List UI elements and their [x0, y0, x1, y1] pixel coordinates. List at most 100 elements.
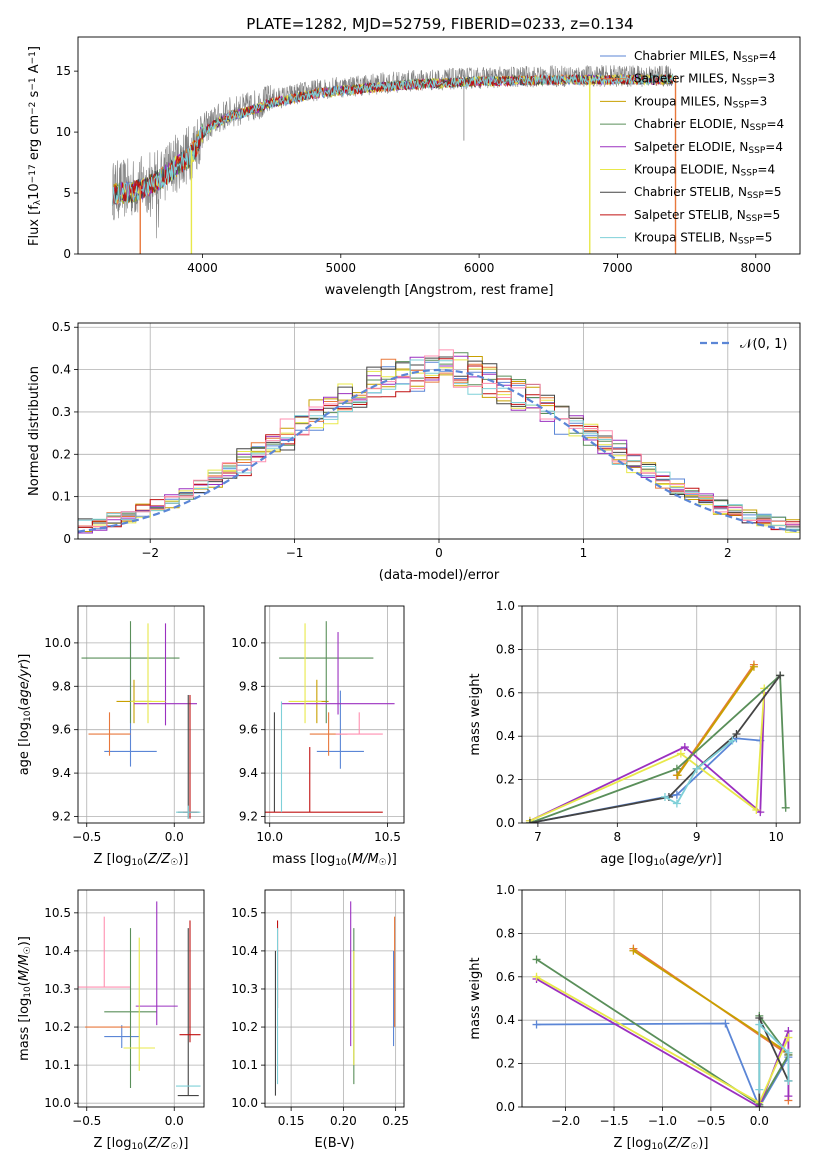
axes-frame	[521, 605, 801, 824]
tick-label-y: 10.0	[231, 1096, 258, 1110]
tick-label-x: −0.5	[696, 1114, 725, 1128]
tick-label-y: 0.2	[496, 1057, 515, 1071]
tick-label-y: 0.0	[496, 816, 515, 830]
legend-entry: 𝒩(0, 1)	[740, 337, 787, 352]
age-vs-mass-panel: 10.0 10.5 9.2 9.4 9.6 9.8 10.0 mass [log10(M/M☉…	[231, 605, 405, 868]
tick-label-y: 0.3	[52, 405, 71, 419]
tick-label-y: 10.1	[44, 1058, 71, 1072]
mass-vs-extinction-panel: 0.15 0.20 0.25 10.0 10.1 10.2 10.3 10.4 10.5 E(B-…	[231, 889, 409, 1151]
tick-label-x: 0	[435, 546, 443, 560]
weight-marker	[781, 803, 790, 812]
figure-title: PLATE=1282, MJD=52759, FIBERID=0233, z=0…	[246, 15, 633, 33]
tick-label-x: 0.0	[165, 830, 184, 844]
tick-label-y: 10	[56, 125, 71, 139]
weight-marker	[672, 790, 681, 799]
axes-frame	[77, 36, 801, 255]
tick-label-y: 9.8	[239, 679, 258, 693]
tick-label-y: 0	[63, 247, 71, 261]
weight-marker	[532, 1020, 541, 1029]
legend-entry: Chabrier MILES, NSSP=4	[634, 49, 776, 65]
y-axis-label: Normed distribution	[27, 366, 42, 496]
tick-label-x: −1	[286, 546, 304, 560]
mass-weight-vs-age-panel: 7 8 9 10 0.0 0.2 0.4 0.6 0.8 1.0 age [log10(age/yr…	[468, 599, 801, 868]
mass-vs-metallicity-panel: −0.5 0.0 10.0 10.1 10.2 10.3 10.4 10.5 Z [log10(…	[17, 889, 205, 1152]
tick-label-y: 0.1	[52, 490, 71, 504]
tick-label-x: 0.25	[382, 1114, 409, 1128]
x-axis-label: (data-model)/error	[379, 568, 500, 583]
tick-label-y: 0.0	[496, 1100, 515, 1114]
tick-label-y: 0.6	[496, 686, 515, 700]
tick-label-x: 10	[769, 830, 784, 844]
tick-label-y: 10.5	[44, 906, 71, 920]
tick-label-y: 9.8	[52, 679, 71, 693]
weight-marker	[660, 792, 669, 801]
legend-entry: Kroupa ELODIE, NSSP=4	[634, 163, 775, 179]
weight-marker	[784, 1092, 793, 1101]
tick-label-x: −0.5	[72, 830, 101, 844]
tick-label-y: 0.4	[52, 363, 71, 377]
tick-label-y: 1.0	[496, 599, 515, 613]
tick-label-y: 9.6	[52, 723, 71, 737]
weight-series	[529, 688, 766, 822]
weight-marker	[673, 771, 682, 780]
legend-entry: Chabrier ELODIE, NSSP=4	[634, 117, 784, 133]
weight-marker	[755, 1085, 764, 1094]
legend-entry: Kroupa STELIB, NSSP=5	[634, 231, 772, 247]
y-axis-label: mass weight	[468, 957, 483, 1039]
tick-label-y: 5	[63, 186, 71, 200]
errorbars	[81, 621, 201, 819]
errorbars	[274, 901, 396, 1096]
tick-label-y: 9.4	[52, 766, 71, 780]
model-spectrum	[112, 73, 674, 206]
weight-marker	[692, 764, 701, 773]
mass-weight-vs-metallicity-panel: −2.0 −1.5 −1.0 −0.5 0.0 0.0 0.2 0.4 0.6 0.8 1.0 Z […	[468, 883, 801, 1152]
axes-frame	[77, 605, 205, 824]
spectrum-panel: 4000 5000 6000 7000 8000 0 5 10 15 wavelength [An…	[27, 36, 801, 298]
weight-marker	[784, 1048, 793, 1057]
tick-label-x: 10.0	[256, 830, 283, 844]
tick-label-x: 0.15	[278, 1114, 305, 1128]
weight-marker	[776, 671, 785, 680]
x-axis-label: age [log10(age/yr)]	[600, 852, 722, 868]
weight-series	[536, 958, 790, 1107]
tick-label-x: −1.5	[599, 1114, 628, 1128]
tick-label-x: 9	[693, 830, 701, 844]
tick-label-x: 0.20	[330, 1114, 357, 1128]
tick-label-x: 0.0	[165, 1114, 184, 1128]
weight-series	[664, 739, 734, 805]
tick-label-y: 10.1	[231, 1058, 258, 1072]
legend-entry: Chabrier STELIB, NSSP=5	[634, 185, 782, 201]
y-axis-label: mass [log10(M/M☉)]	[17, 936, 33, 1061]
weight-marker	[784, 1076, 793, 1085]
tick-label-y: 10.3	[231, 982, 258, 996]
tick-label-y: 15	[56, 64, 71, 78]
tick-label-y: 10.2	[231, 1020, 258, 1034]
x-axis-label: mass [log10(M/M☉)]	[272, 852, 397, 868]
x-axis-label: Z [log10(Z/Z☉)]	[614, 1136, 709, 1152]
tick-label-y: 10.0	[231, 636, 258, 650]
spectrum-traces	[112, 64, 677, 254]
weight-marker	[755, 1020, 764, 1029]
weight-marker	[721, 1019, 730, 1028]
tick-label-y: 10.5	[231, 906, 258, 920]
tick-label-x: 7	[534, 830, 542, 844]
tick-label-x: 5000	[326, 261, 357, 275]
legend-entry: Kroupa MILES, NSSP=3	[634, 94, 767, 110]
axes-frame	[77, 322, 801, 540]
tick-label-y: 10.0	[44, 636, 71, 650]
weight-marker	[672, 799, 681, 808]
normal-curve	[78, 368, 800, 533]
weight-lines	[532, 944, 793, 1107]
tick-label-x: 6000	[464, 261, 495, 275]
tick-label-x: −2.0	[551, 1114, 580, 1128]
weight-marker	[672, 764, 681, 773]
tick-label-y: 9.2	[239, 809, 258, 823]
tick-label-y: 10.2	[44, 1020, 71, 1034]
tick-label-x: −1.0	[648, 1114, 677, 1128]
tick-label-x: 10.5	[374, 830, 401, 844]
weight-marker	[676, 749, 685, 758]
weight-series	[632, 950, 789, 1054]
tick-label-x: 4000	[187, 261, 218, 275]
x-axis-label: E(B-V)	[314, 1136, 354, 1151]
tick-label-y: 0.8	[496, 642, 515, 656]
